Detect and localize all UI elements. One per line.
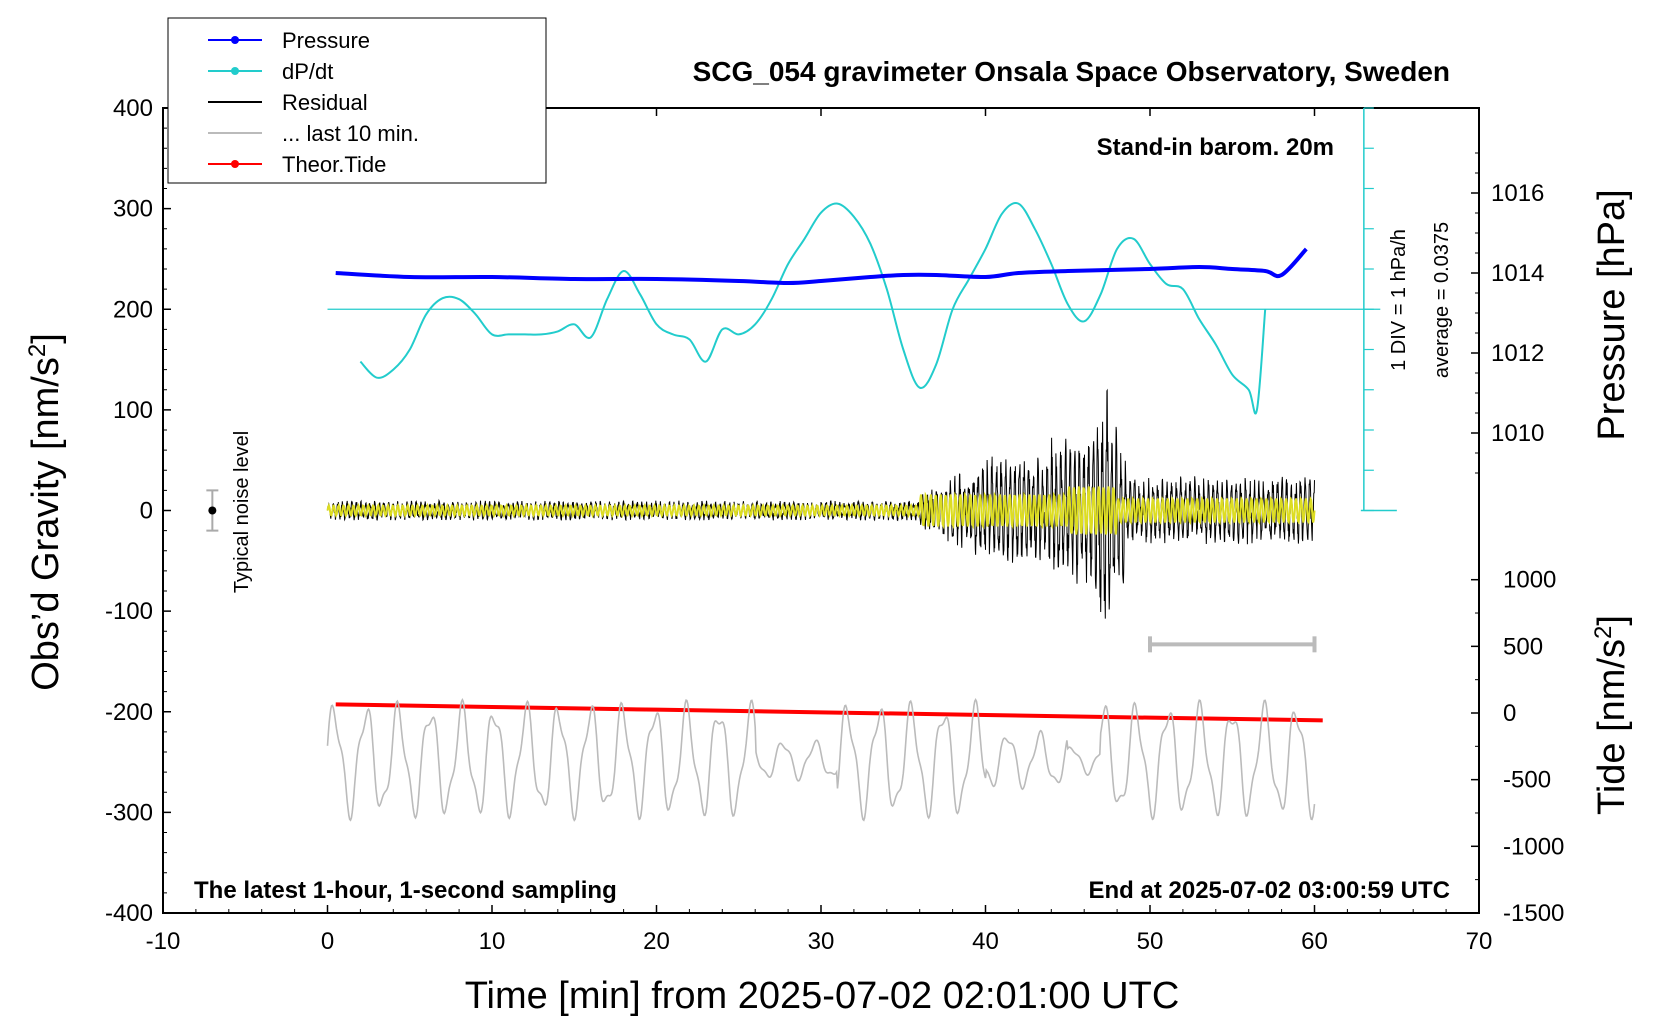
x-tick-label: 70 xyxy=(1466,928,1493,955)
noise-level-label: Typical noise level xyxy=(231,431,253,593)
legend-marker xyxy=(231,160,239,168)
tide-tick-label: 1000 xyxy=(1503,567,1556,594)
tide-series-line xyxy=(335,702,1323,723)
gravity-tick-label: 300 xyxy=(113,196,153,223)
pressure-tick-label: 1010 xyxy=(1491,420,1544,447)
tide-tick-label: 0 xyxy=(1503,700,1516,727)
tide-tick-label: -1000 xyxy=(1503,833,1564,860)
x-axis-label: Time [min] from 2025-07-02 02:01:00 UTC xyxy=(465,975,1180,1017)
pressure-tick-label: 1012 xyxy=(1491,340,1544,367)
gravity-label-tail: ] xyxy=(25,333,67,344)
noise-level-bar xyxy=(206,489,219,532)
tide-axis-ticks: 1000 500 0 -500 -1000 -1500 xyxy=(1471,567,1564,927)
end-time-annotation: End at 2025-07-02 03:00:59 UTC xyxy=(1089,877,1451,904)
dpdt-div-label: 1 DIV = 1 hPa/h xyxy=(1388,229,1410,371)
tide-tick-label: -1500 xyxy=(1503,900,1564,927)
pressure-tick-label: 1014 xyxy=(1491,260,1544,287)
legend-items: Pressure dP/dt Residual ... last 10 min. The… xyxy=(208,28,419,177)
gravity-tick-label: 400 xyxy=(113,95,153,122)
y-axis-label-gravity: Obs’d Gravity [nm/s2] xyxy=(24,333,68,691)
series-layer xyxy=(326,202,1381,822)
x-tick-label: 40 xyxy=(972,928,999,955)
legend-box xyxy=(167,17,547,184)
gravity-tick-label: 100 xyxy=(113,397,153,424)
barometer-annotation: Stand-in barom. 20m xyxy=(1097,134,1334,161)
last-10-min-series xyxy=(326,697,1316,822)
tide-label-sup: 2 xyxy=(1590,626,1617,639)
gravity-tick-label: -100 xyxy=(105,598,153,625)
gravity-tick-label: -300 xyxy=(105,799,153,826)
residual-filtered-overlay xyxy=(326,486,1316,535)
x-tick-label: 50 xyxy=(1137,928,1164,955)
gravity-label-main: Obs’d Gravity [nm/s xyxy=(25,357,67,691)
gravity-tick-label: 200 xyxy=(113,296,153,323)
gravity-axis-ticks: 400 300 200 100 0 -100 -200 -300 -400 xyxy=(105,95,171,927)
gravity-tick-label: -200 xyxy=(105,699,153,726)
latest-hour-annotation: The latest 1-hour, 1-second sampling xyxy=(194,877,617,904)
x-axis-ticks: -10 0 10 20 30 40 50 60 70 xyxy=(146,108,1493,955)
y-axis-label-pressure: Pressure [hPa] xyxy=(1591,189,1633,440)
chart-title: SCG_054 gravimeter Onsala Space Observat… xyxy=(693,56,1450,87)
tide-tick-label: 500 xyxy=(1503,633,1543,660)
pressure-tick-label: 1016 xyxy=(1491,180,1544,207)
legend-marker xyxy=(231,36,239,44)
legend-label: ... last 10 min. xyxy=(282,121,419,146)
gravity-label-sup: 2 xyxy=(24,344,51,357)
tide-label-tail: ] xyxy=(1591,615,1633,626)
legend-label: Pressure xyxy=(282,28,370,53)
x-tick-label: 10 xyxy=(479,928,506,955)
y-axis-label-tide: Tide [nm/s2] xyxy=(1590,615,1634,815)
pressure-series-line xyxy=(335,247,1308,286)
x-tick-label: 30 xyxy=(808,928,835,955)
x-tick-label: 60 xyxy=(1301,928,1328,955)
dpdt-average-label: average = 0.0375 xyxy=(1431,222,1453,378)
x-tick-label: 0 xyxy=(321,928,334,955)
dpdt-series-line xyxy=(359,202,1267,415)
legend-label: Theor.Tide xyxy=(282,152,386,177)
noise-bar-point xyxy=(208,506,217,515)
legend-label: dP/dt xyxy=(282,59,333,84)
pressure-axis-ticks: 1016 1014 1012 1010 xyxy=(1471,152,1544,474)
tide-tick-label: -500 xyxy=(1503,767,1551,794)
gravity-tick-label: -400 xyxy=(105,900,153,927)
tide-label-main: Tide [nm/s xyxy=(1591,639,1633,815)
legend-marker xyxy=(231,67,239,75)
gravity-tick-label: 0 xyxy=(140,498,153,525)
legend-label: Residual xyxy=(282,90,368,115)
legend: Pressure dP/dt Residual ... last 10 min. The… xyxy=(167,17,547,184)
x-tick-label: -10 xyxy=(146,928,181,955)
x-tick-label: 20 xyxy=(643,928,670,955)
